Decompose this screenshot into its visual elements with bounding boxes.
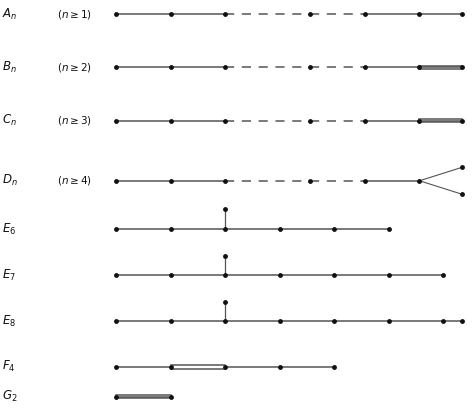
Text: $B_{n}$: $B_{n}$ — [2, 60, 17, 75]
Text: $(n \geq 1)$: $(n \geq 1)$ — [57, 8, 92, 21]
Text: $E_{7}$: $E_{7}$ — [2, 268, 16, 283]
Text: $F_{4}$: $F_{4}$ — [2, 360, 16, 374]
Text: $(n \geq 2)$: $(n \geq 2)$ — [57, 61, 92, 74]
Text: $E_{8}$: $E_{8}$ — [2, 314, 17, 329]
Text: $(n \geq 4)$: $(n \geq 4)$ — [57, 174, 92, 187]
Text: $C_{n}$: $C_{n}$ — [2, 113, 17, 128]
Text: $A_{n}$: $A_{n}$ — [2, 7, 18, 22]
Text: $G_{2}$: $G_{2}$ — [2, 389, 18, 404]
Text: $E_{6}$: $E_{6}$ — [2, 222, 17, 236]
Text: $(n \geq 3)$: $(n \geq 3)$ — [57, 114, 92, 127]
Text: $D_{n}$: $D_{n}$ — [2, 173, 18, 188]
